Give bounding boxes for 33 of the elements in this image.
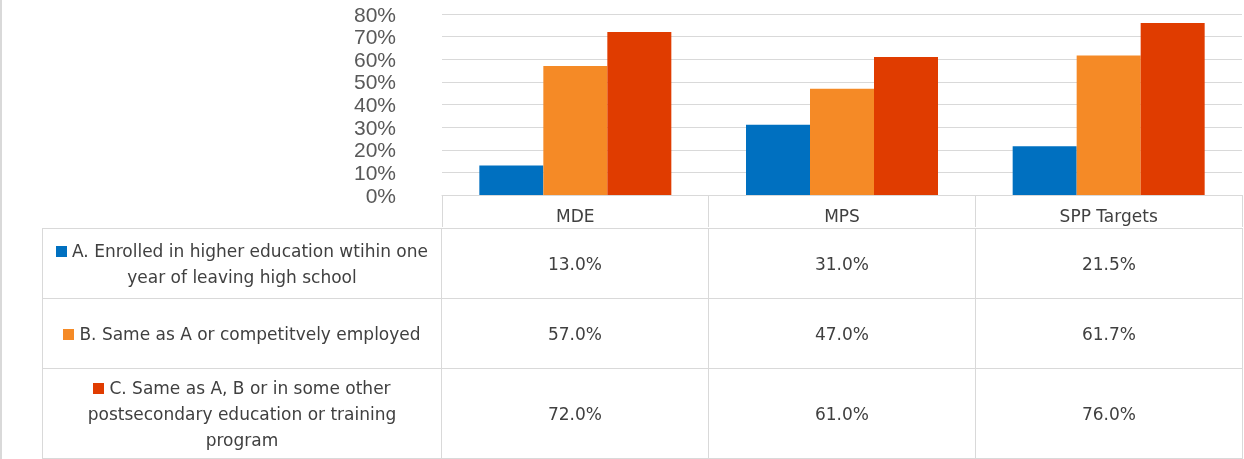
data-label: 76.0%: [975, 368, 1243, 459]
data-label: 21.5%: [975, 228, 1243, 299]
bar: [810, 88, 874, 195]
y-tick-label: 20%: [353, 138, 396, 162]
legend-label: A. Enrolled in higher education wtihin one year of leaving high school: [42, 228, 442, 299]
y-tick-label: 80%: [353, 2, 396, 26]
data-label: 57.0%: [441, 298, 709, 369]
y-tick-label: 0%: [365, 183, 396, 207]
y-tick-label: 10%: [353, 160, 396, 184]
legend-label: B. Same as A or competitvely employed: [42, 298, 442, 369]
x-tick-label: MPS: [824, 205, 860, 226]
y-tick-label: 60%: [353, 47, 396, 71]
data-label: 31.0%: [708, 228, 976, 299]
bar: [543, 66, 608, 195]
bar: [1140, 23, 1205, 195]
data-label: 61.7%: [975, 298, 1243, 369]
bar: [1076, 55, 1141, 195]
y-tick-label: 30%: [353, 115, 396, 139]
bar: [746, 124, 810, 195]
bar: [607, 32, 672, 195]
data-label: 47.0%: [708, 298, 976, 369]
y-tick-label: 40%: [353, 93, 396, 116]
bar: [874, 56, 938, 195]
y-tick-label: 50%: [353, 70, 396, 94]
data-label: 72.0%: [441, 368, 709, 459]
data-label: 61.0%: [708, 368, 976, 459]
y-tick-label: 70%: [353, 25, 396, 49]
data-label: 13.0%: [441, 228, 709, 299]
x-tick-label: SPP Targets: [1059, 205, 1158, 226]
x-tick-label: MDE: [556, 205, 595, 226]
legend-label: C. Same as A, B or in some other postsecondary education or training program: [42, 368, 442, 459]
bar: [479, 165, 544, 195]
bar: [1012, 146, 1077, 195]
